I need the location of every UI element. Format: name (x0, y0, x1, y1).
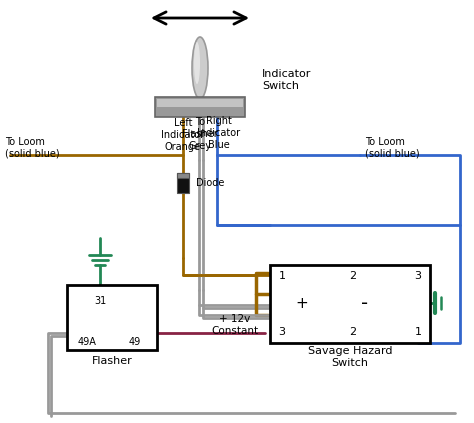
Bar (177, 173, 189, 193)
Text: 1: 1 (279, 271, 285, 281)
Text: 31: 31 (94, 296, 106, 306)
Text: Indicator
Switch: Indicator Switch (262, 69, 311, 91)
Text: 49: 49 (129, 337, 141, 347)
Ellipse shape (194, 42, 200, 84)
Text: + 12v
Constant: + 12v Constant (211, 314, 258, 336)
Text: Left
Indicator
Orange: Left Indicator Orange (162, 118, 205, 151)
Bar (270, 265, 430, 343)
Bar (67, 285, 157, 350)
Text: Diode: Diode (196, 178, 224, 188)
Bar (157, 99, 243, 107)
Text: To Loom
(solid blue): To Loom (solid blue) (365, 137, 419, 159)
Text: Flasher: Flasher (91, 356, 132, 366)
Text: 3: 3 (279, 327, 285, 337)
Text: 49A: 49A (78, 337, 96, 347)
Ellipse shape (192, 37, 208, 99)
Text: 2: 2 (349, 271, 356, 281)
Text: To Loom
(solid blue): To Loom (solid blue) (5, 137, 60, 159)
Text: Savage Hazard
Switch: Savage Hazard Switch (308, 346, 392, 368)
Text: 1: 1 (414, 327, 421, 337)
Text: +: + (296, 297, 309, 311)
Text: 2: 2 (349, 327, 356, 337)
Text: To
Flasher
Grey: To Flasher Grey (182, 118, 218, 151)
Text: 3: 3 (414, 271, 421, 281)
Text: Right
Indicator
Blue: Right Indicator Blue (198, 116, 241, 150)
Bar (177, 173, 189, 178)
Text: -: - (362, 294, 369, 313)
Bar (155, 97, 245, 117)
